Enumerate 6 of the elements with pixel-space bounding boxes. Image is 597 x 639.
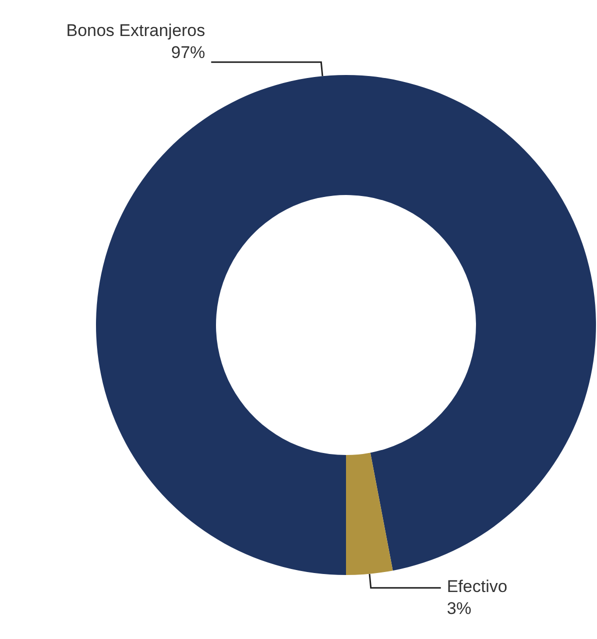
slice-label: Bonos Extranjeros — [66, 21, 206, 40]
donut-slice — [346, 452, 393, 575]
data-label: 97% — [171, 43, 206, 62]
slice-label: Efectivo — [446, 576, 508, 596]
data-label: 3% — [446, 598, 472, 618]
donut-slice — [96, 75, 596, 575]
